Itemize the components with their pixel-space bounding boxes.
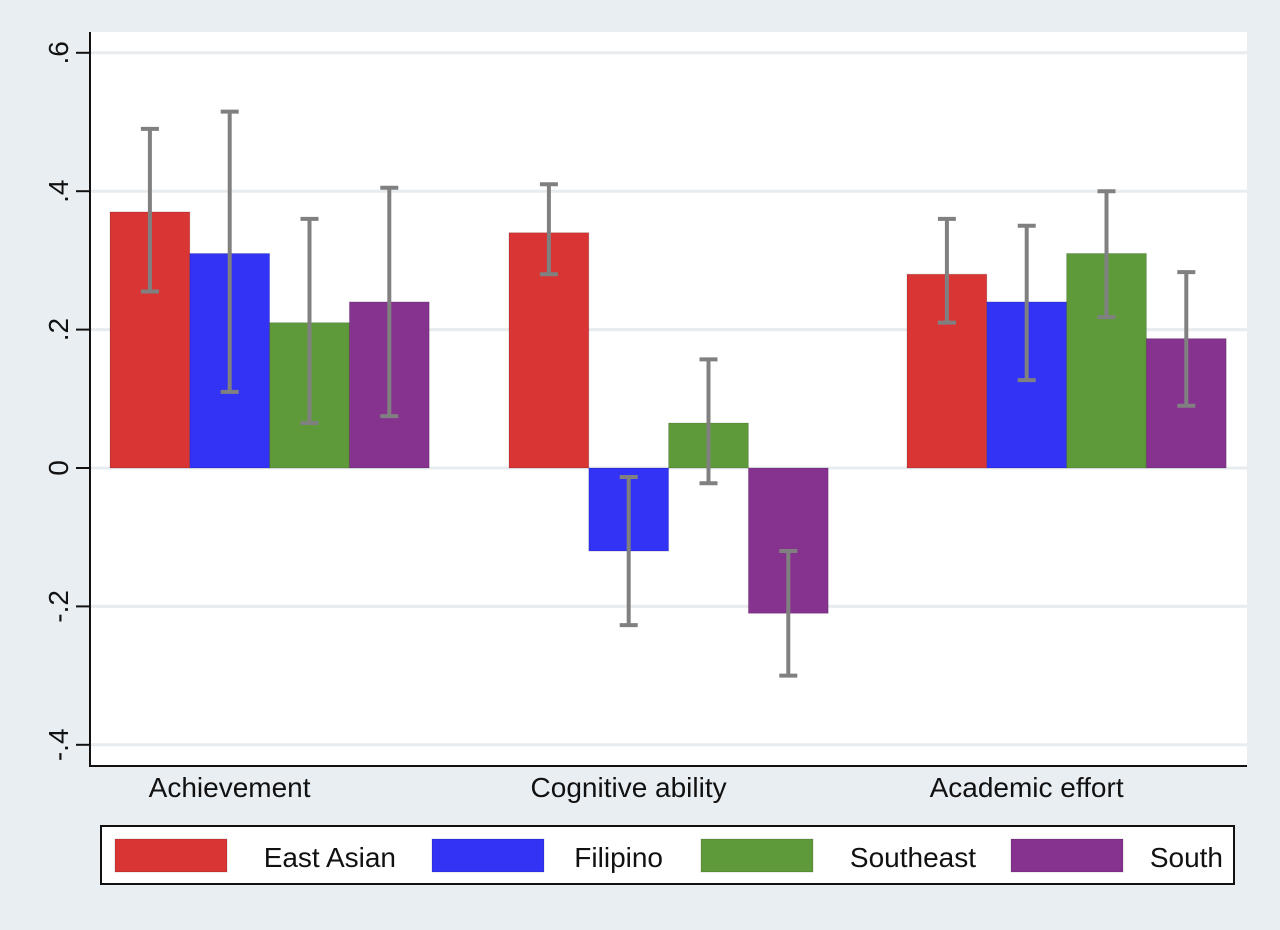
legend-swatch-east-asian <box>114 838 228 873</box>
error-bars <box>140 109 1196 678</box>
legend-swatch-filipino <box>431 838 545 873</box>
legend-label: South <box>1150 842 1223 873</box>
legend-label: Filipino <box>574 842 663 873</box>
y-tick-label: -.2 <box>43 590 74 623</box>
y-axis-ticks: -.4 -.2 0 .2 .4 .6 <box>43 41 90 761</box>
x-category-label: Achievement <box>149 772 311 803</box>
y-tick-label: -.4 <box>43 728 74 761</box>
legend: East Asian Filipino Southeast South <box>114 838 1223 873</box>
y-tick-label: .4 <box>43 180 74 203</box>
legend-label: Southeast <box>850 842 976 873</box>
legend-label: East Asian <box>264 842 396 873</box>
x-axis-categories: Achievement Cognitive ability Academic eff… <box>149 772 1124 803</box>
legend-swatch-south <box>1010 838 1124 873</box>
x-category-label: Academic effort <box>930 772 1124 803</box>
y-tick-label: 0 <box>43 460 74 476</box>
legend-swatch-southeast <box>700 838 814 873</box>
x-category-label: Cognitive ability <box>531 772 727 803</box>
y-tick-label: .2 <box>43 318 74 341</box>
y-tick-label: .6 <box>43 41 74 64</box>
